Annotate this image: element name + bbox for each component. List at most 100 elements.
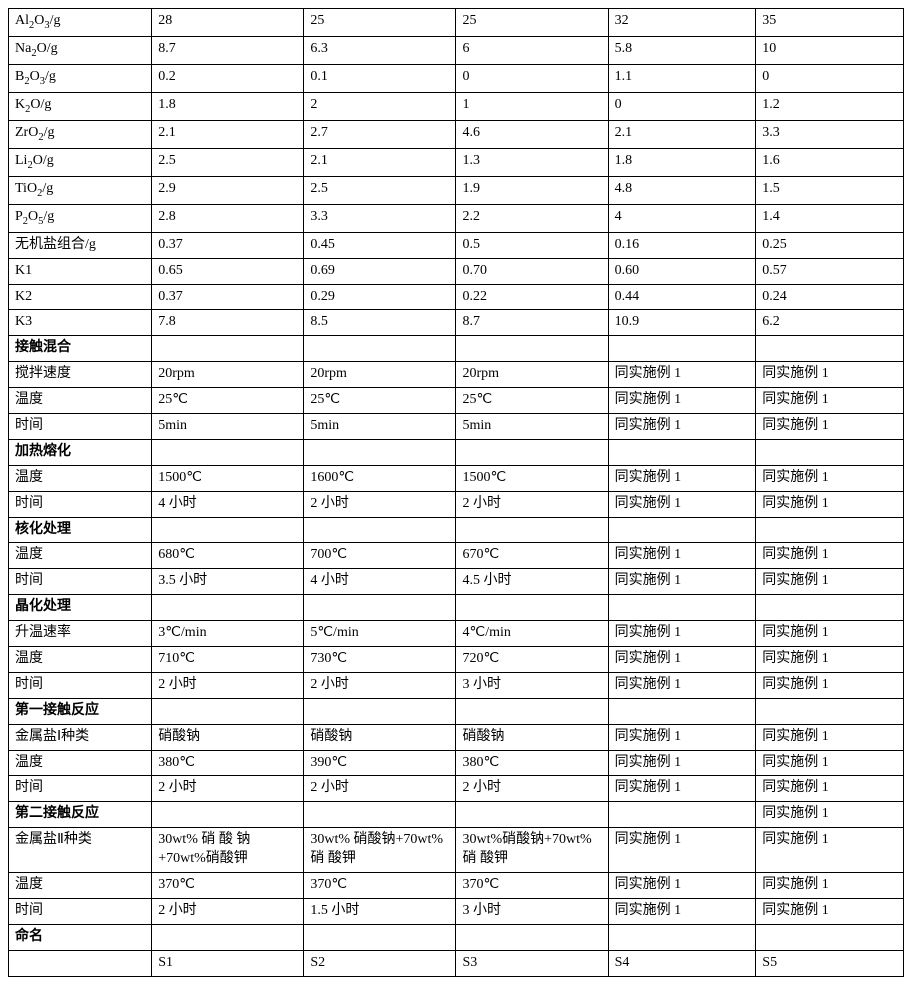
row-label: Li2O/g: [9, 148, 152, 176]
table-row: 温度380℃390℃380℃同实施例 1同实施例 1: [9, 750, 904, 776]
row-label: K2O/g: [9, 92, 152, 120]
row-label: 金属盐Ⅰ种类: [9, 724, 152, 750]
cell: 25℃: [456, 388, 608, 414]
cell: [152, 439, 304, 465]
row-label: P2O5/g: [9, 204, 152, 232]
cell: 2 小时: [152, 776, 304, 802]
table-row: 温度1500℃1600℃1500℃同实施例 1同实施例 1: [9, 465, 904, 491]
row-label: 核化处理: [9, 517, 152, 543]
cell: [304, 595, 456, 621]
cell: 0.44: [608, 284, 756, 310]
cell: 3.5 小时: [152, 569, 304, 595]
cell: 8.7: [456, 310, 608, 336]
cell: 3.3: [756, 120, 904, 148]
table-row: 接触混合: [9, 336, 904, 362]
row-label: K2: [9, 284, 152, 310]
table-row: 时间2 小时1.5 小时3 小时同实施例 1同实施例 1: [9, 898, 904, 924]
row-label: 升温速率: [9, 621, 152, 647]
cell: 4℃/min: [456, 621, 608, 647]
table-row: 加热熔化: [9, 439, 904, 465]
cell: [456, 924, 608, 950]
row-label: 温度: [9, 750, 152, 776]
cell: 390℃: [304, 750, 456, 776]
cell: [304, 336, 456, 362]
cell: 同实施例 1: [756, 465, 904, 491]
cell: 同实施例 1: [608, 724, 756, 750]
cell: 2 小时: [152, 672, 304, 698]
cell: 同实施例 1: [608, 465, 756, 491]
row-label: 温度: [9, 647, 152, 673]
cell: 同实施例 1: [756, 672, 904, 698]
row-label: ZrO2/g: [9, 120, 152, 148]
cell: 0.70: [456, 258, 608, 284]
cell: [152, 802, 304, 828]
cell: [756, 698, 904, 724]
cell: 2.1: [304, 148, 456, 176]
row-label: 温度: [9, 465, 152, 491]
row-label: 接触混合: [9, 336, 152, 362]
cell: 5min: [304, 413, 456, 439]
cell: 同实施例 1: [756, 388, 904, 414]
cell: 1.8: [152, 92, 304, 120]
cell: 同实施例 1: [756, 621, 904, 647]
cell: [456, 336, 608, 362]
cell: 2 小时: [152, 898, 304, 924]
cell: 硝酸钠: [456, 724, 608, 750]
cell: 2.5: [304, 176, 456, 204]
cell: 同实施例 1: [756, 776, 904, 802]
cell: [456, 698, 608, 724]
table-row: 金属盐Ⅰ种类硝酸钠硝酸钠硝酸钠同实施例 1同实施例 1: [9, 724, 904, 750]
cell: 1: [456, 92, 608, 120]
table-row: K2O/g1.82101.2: [9, 92, 904, 120]
cell: 25℃: [152, 388, 304, 414]
table-row: Li2O/g2.52.11.31.81.6: [9, 148, 904, 176]
cell: 0: [608, 92, 756, 120]
cell: 1500℃: [152, 465, 304, 491]
cell: [608, 802, 756, 828]
cell: 6.3: [304, 36, 456, 64]
cell: 同实施例 1: [756, 898, 904, 924]
cell: 10: [756, 36, 904, 64]
cell: 0.37: [152, 232, 304, 258]
cell: 700℃: [304, 543, 456, 569]
cell: 2.2: [456, 204, 608, 232]
cell: 5℃/min: [304, 621, 456, 647]
cell: 1.1: [608, 64, 756, 92]
table-row: 温度680℃700℃670℃同实施例 1同实施例 1: [9, 543, 904, 569]
cell: 同实施例 1: [608, 388, 756, 414]
row-label: 时间: [9, 413, 152, 439]
row-label: 无机盐组合/g: [9, 232, 152, 258]
row-label: [9, 950, 152, 976]
cell: 2: [304, 92, 456, 120]
cell: 0: [456, 64, 608, 92]
row-label: K3: [9, 310, 152, 336]
table-row: 核化处理: [9, 517, 904, 543]
cell: 同实施例 1: [756, 362, 904, 388]
cell: 同实施例 1: [608, 828, 756, 873]
cell: [756, 595, 904, 621]
cell: 1.9: [456, 176, 608, 204]
table-row: 温度25℃25℃25℃同实施例 1同实施例 1: [9, 388, 904, 414]
cell: [608, 336, 756, 362]
cell: 同实施例 1: [608, 413, 756, 439]
cell: 0.60: [608, 258, 756, 284]
row-label: 温度: [9, 543, 152, 569]
cell: 4.5 小时: [456, 569, 608, 595]
cell: [152, 517, 304, 543]
cell: 同实施例 1: [608, 621, 756, 647]
table-row: K37.88.58.710.96.2: [9, 310, 904, 336]
cell: 6: [456, 36, 608, 64]
row-label: Na2O/g: [9, 36, 152, 64]
cell: 同实施例 1: [608, 672, 756, 698]
cell: 1500℃: [456, 465, 608, 491]
cell: [152, 698, 304, 724]
cell: 1600℃: [304, 465, 456, 491]
cell: 680℃: [152, 543, 304, 569]
table-row: P2O5/g2.83.32.241.4: [9, 204, 904, 232]
cell: 2 小时: [456, 491, 608, 517]
row-label: 命名: [9, 924, 152, 950]
row-label: TiO2/g: [9, 176, 152, 204]
cell: 25℃: [304, 388, 456, 414]
cell: 30wt%硝酸钠+70wt% 硝 酸钾: [456, 828, 608, 873]
cell: 32: [608, 9, 756, 37]
